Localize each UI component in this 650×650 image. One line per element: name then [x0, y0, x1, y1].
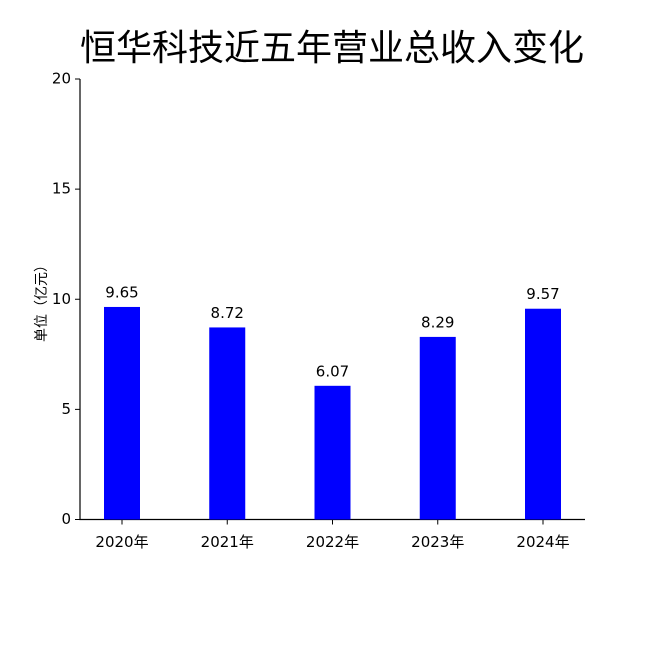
bar: [104, 306, 140, 520]
y-tick-label: 10: [52, 290, 71, 308]
x-tick-label: 2022年: [306, 533, 359, 551]
x-tick-label: 2023年: [411, 533, 464, 551]
data-label: 6.07: [316, 362, 349, 380]
x-tick-label: 2024年: [516, 533, 569, 551]
data-label: 8.29: [421, 313, 454, 331]
bar: [314, 385, 351, 520]
bar: [419, 336, 456, 520]
bar: [209, 327, 246, 520]
x-tick-label: 2021年: [201, 533, 254, 551]
y-axis-label: 单位（亿元）: [34, 258, 50, 342]
bar: [525, 308, 561, 520]
data-label: 9.65: [105, 283, 138, 301]
y-tick-label: 15: [52, 180, 71, 198]
y-tick-label: 0: [61, 510, 71, 528]
data-label: 9.57: [526, 285, 559, 303]
chart-title: 恒华科技近五年营业总收入变化: [80, 28, 584, 69]
x-tick-label: 2020年: [95, 533, 148, 551]
y-tick-label: 20: [52, 70, 71, 88]
y-tick-label: 5: [61, 400, 71, 418]
data-label: 8.72: [211, 304, 244, 322]
